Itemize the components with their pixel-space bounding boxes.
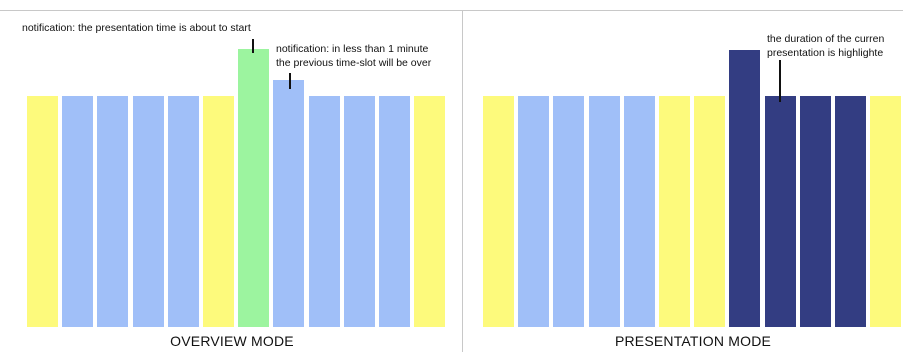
overview-slot-slot-4: [132, 96, 164, 327]
overview-mode-caption: OVERVIEW MODE: [170, 333, 294, 349]
end-notification-pointer: [289, 73, 291, 89]
overview-slot-slot-9: [308, 96, 340, 327]
presentation-current-slot-8: [729, 50, 761, 327]
presentation-current-slot-9: [764, 96, 796, 327]
overview-break-slot-12: [414, 96, 446, 327]
presentation-slot-slot-2: [518, 96, 550, 327]
overview-break-slot-6: [203, 96, 234, 327]
presentation-current-slot-11: [835, 96, 866, 327]
start-notification-label: notification: the presentation time is a…: [22, 22, 251, 34]
current-presentation-label: the duration of the curren presentation …: [767, 33, 885, 59]
presentation-break-slot-12: [870, 96, 902, 327]
end-notification-label: notification: in less than 1 minute the …: [276, 43, 432, 69]
presentation-current-slot-10: [799, 96, 831, 327]
presentation-break-slot-6: [659, 96, 690, 327]
overview-panel: notification: the presentation time is a…: [0, 10, 463, 352]
overview-slot-slot-11: [379, 96, 410, 327]
overview-slot-slot-3: [97, 96, 129, 327]
presentation-break-slot-7: [694, 96, 726, 327]
overview-slot-slot-8: [273, 80, 305, 327]
overview-slot-slot-10: [343, 96, 375, 327]
presentation-break-slot-1: [483, 96, 514, 327]
presentation-slot-slot-5: [623, 96, 655, 327]
presentation-slot-slot-3: [553, 96, 585, 327]
overview-break-slot-1: [27, 96, 58, 327]
overview-slot-slot-5: [167, 96, 199, 327]
current-presentation-pointer: [779, 60, 781, 102]
presentation-mode-caption: PRESENTATION MODE: [614, 333, 772, 349]
presentation-panel: the duration of the curren presentation …: [462, 10, 903, 352]
start-notification-pointer: [252, 39, 254, 53]
presentation-slot-slot-4: [588, 96, 620, 327]
overview-slot-slot-2: [62, 96, 94, 327]
overview-upcoming-slot-7: [238, 49, 270, 327]
